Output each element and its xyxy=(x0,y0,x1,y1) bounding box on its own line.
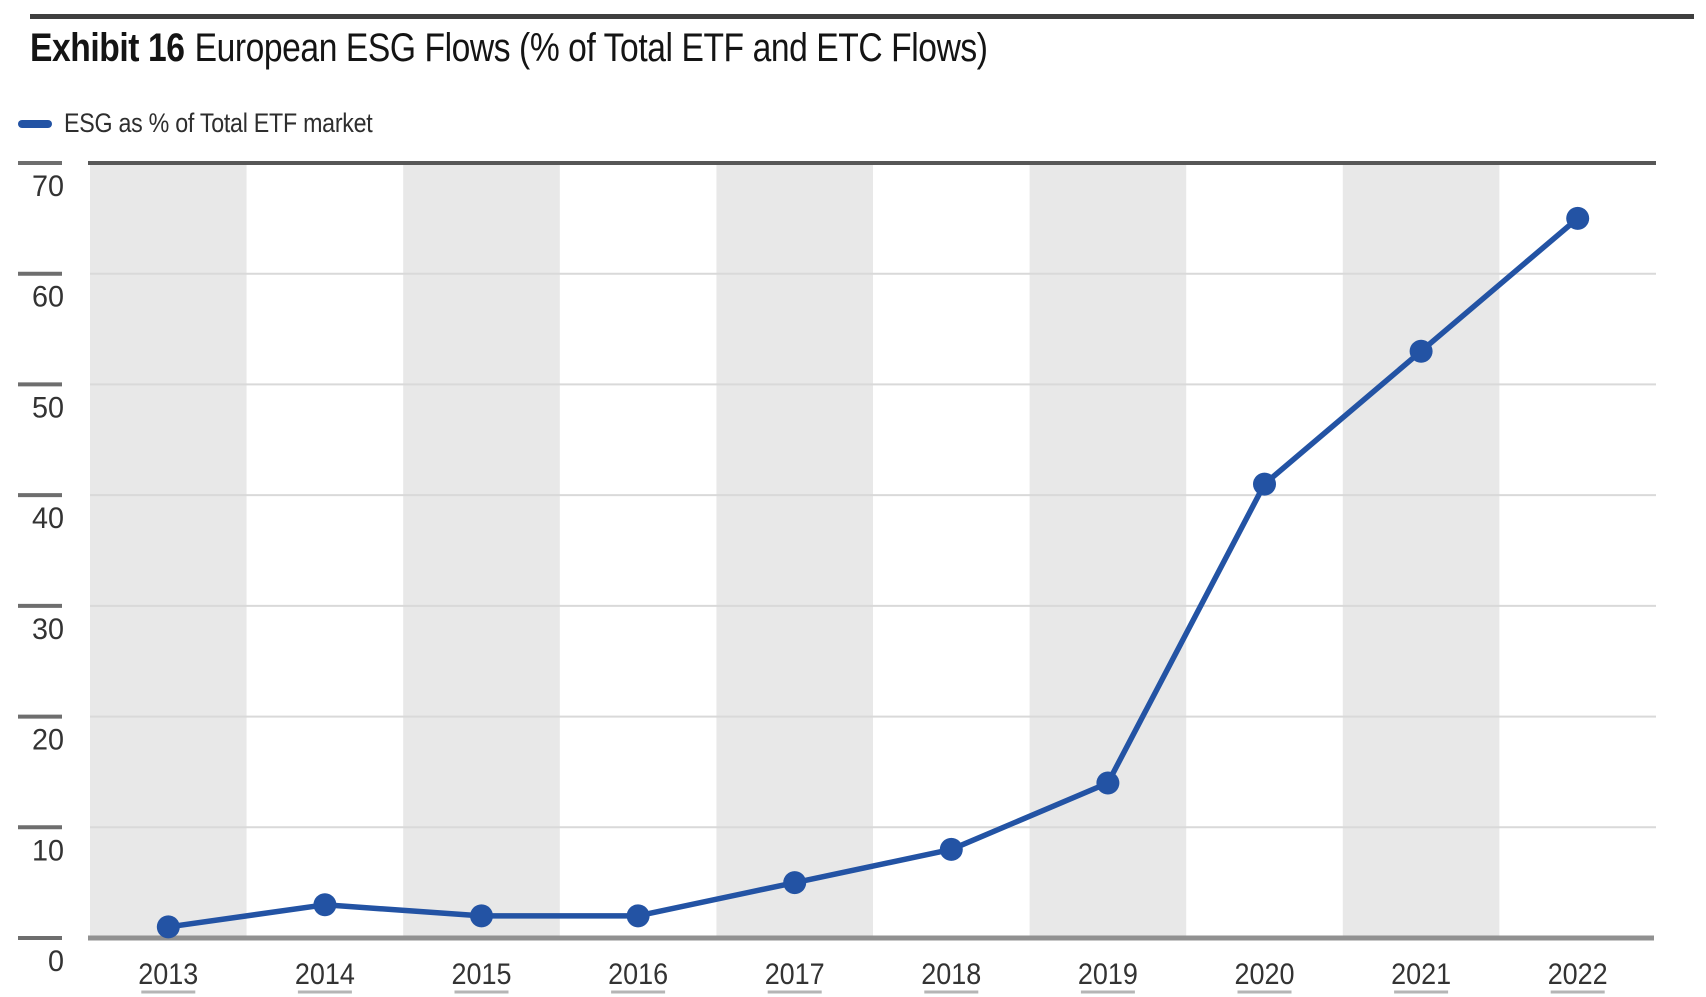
x-tick-label: 2018 xyxy=(921,958,981,991)
legend-series-label: ESG as % of Total ETF market xyxy=(64,108,373,138)
y-tick-label: 20 xyxy=(32,724,64,757)
x-tick-label: 2017 xyxy=(765,958,825,991)
x-tick-label: 2019 xyxy=(1078,958,1138,991)
x-tick-label: 2016 xyxy=(608,958,668,991)
year-band xyxy=(716,164,873,938)
data-point xyxy=(1409,339,1433,363)
x-tick-label: 2021 xyxy=(1391,958,1451,991)
exhibit-title: Exhibit 16 European ESG Flows (% of Total… xyxy=(30,26,988,71)
year-band xyxy=(1029,164,1187,938)
data-point xyxy=(156,915,180,939)
legend-line-marker xyxy=(18,119,52,128)
data-point xyxy=(939,837,963,861)
y-tick-label: 10 xyxy=(32,834,64,867)
x-tick-label: 2013 xyxy=(138,958,198,991)
y-tick-label: 50 xyxy=(32,391,64,424)
year-band xyxy=(1342,164,1500,938)
data-point xyxy=(313,893,337,917)
x-tick-label: 2022 xyxy=(1548,958,1608,991)
chart-legend: ESG as % of Total ETF market xyxy=(18,108,423,139)
data-point xyxy=(783,871,807,895)
x-tick-label: 2015 xyxy=(452,958,512,991)
y-tick-label: 60 xyxy=(32,281,64,314)
y-tick-label: 40 xyxy=(32,502,64,535)
y-tick-label: 70 xyxy=(32,170,64,203)
data-point xyxy=(1566,206,1590,230)
x-tick-label: 2014 xyxy=(295,958,355,991)
exhibit-top-rule xyxy=(30,14,1694,19)
data-point xyxy=(470,904,493,928)
data-point xyxy=(1096,771,1120,795)
data-point xyxy=(626,904,650,928)
data-point xyxy=(1253,472,1276,496)
exhibit-title-text: European ESG Flows (% of Total ETF and E… xyxy=(194,26,988,70)
x-tick-label: 2020 xyxy=(1235,958,1295,991)
series-line xyxy=(165,215,1581,930)
y-tick-label: 0 xyxy=(48,945,64,978)
year-band xyxy=(403,164,560,938)
year-band xyxy=(90,164,247,938)
exhibit-number: Exhibit 16 xyxy=(30,26,185,70)
y-tick-label: 30 xyxy=(32,613,64,646)
